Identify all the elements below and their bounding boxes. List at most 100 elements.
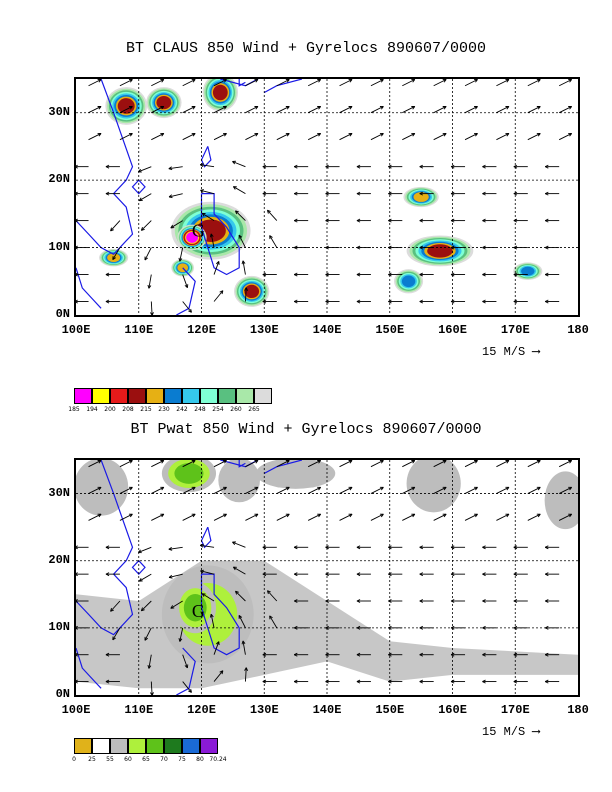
- colorbar-label: 208: [122, 406, 134, 413]
- x-tick-label: 160E: [438, 323, 467, 337]
- wind-vector: [419, 218, 434, 223]
- colorbar-swatch: [254, 388, 272, 404]
- wind-vector: [356, 652, 371, 657]
- wind-vector: [266, 590, 278, 602]
- x-tick-label: 160E: [438, 703, 467, 717]
- wind-vector: [105, 545, 120, 550]
- wind-vector: [144, 247, 152, 261]
- wind-vector: [419, 272, 434, 277]
- wind-vector: [213, 132, 227, 141]
- wind-vector: [88, 486, 102, 494]
- colorbar-swatch: [164, 388, 182, 404]
- wind-vector: [544, 191, 560, 196]
- colorbar-label: 65: [142, 756, 150, 763]
- y-tick-label: 10N: [48, 239, 70, 254]
- wind-vector: [182, 654, 189, 669]
- x-tick-label: 100E: [61, 323, 91, 337]
- colorbar-label: 194: [86, 406, 98, 413]
- wind-vector: [245, 132, 259, 141]
- wind-vector: [356, 272, 371, 277]
- wind-vector: [138, 193, 152, 202]
- wind-vector: [496, 106, 510, 114]
- wind-vector: [388, 599, 403, 603]
- wind-vector: [388, 164, 403, 169]
- wind-vector: [76, 299, 89, 304]
- wind-vector: [137, 546, 152, 554]
- x-tick-label: 180: [567, 323, 589, 337]
- wind-vector: [402, 132, 416, 141]
- wind-vector: [370, 460, 384, 468]
- wind-vector: [168, 573, 183, 579]
- wind-vector: [262, 299, 277, 304]
- shaded-ring: [544, 471, 578, 530]
- shaded-region: [177, 224, 207, 251]
- wind-vector: [544, 272, 560, 277]
- wind-vector: [178, 247, 184, 262]
- wind-vector: [245, 106, 259, 114]
- wind-vector: [76, 572, 89, 577]
- shaded-region: [403, 186, 439, 208]
- wind-vector: [482, 218, 497, 223]
- wind-vector: [496, 79, 510, 87]
- wind-vector: [88, 106, 102, 114]
- wind-vector: [325, 572, 340, 577]
- wind-vector: [419, 572, 434, 577]
- coastline: [131, 560, 146, 575]
- coastline: [76, 267, 102, 309]
- wind-vector: [201, 593, 215, 602]
- colorbar-swatch: [182, 738, 200, 754]
- wind-vector: [151, 132, 165, 141]
- wind-vector: [76, 191, 89, 196]
- gyre-marker: G: [192, 601, 205, 621]
- wind-vector: [182, 79, 196, 87]
- map-canvas: G: [76, 460, 578, 695]
- wind-vector: [307, 513, 322, 521]
- wind-vector: [182, 106, 196, 114]
- wind-vector: [482, 652, 497, 657]
- wind-vector: [213, 486, 227, 494]
- shaded-region: [171, 259, 195, 277]
- wind-vector: [140, 220, 152, 231]
- wind-vector: [419, 299, 434, 304]
- wind-vector: [419, 625, 434, 630]
- colorbar-label: 0: [72, 756, 76, 763]
- y-tick-label: 10N: [48, 619, 70, 634]
- wind-vector: [544, 299, 560, 304]
- wind-vector: [496, 132, 510, 141]
- wind-vector: [558, 513, 573, 521]
- wind-vector: [339, 106, 353, 114]
- coastline: [238, 79, 246, 87]
- wind-vector: [527, 132, 541, 141]
- wind-vector: [235, 590, 246, 602]
- colorbar-label: 230: [158, 406, 170, 413]
- wind-vector: [213, 513, 227, 521]
- wind-vector: [464, 106, 478, 114]
- wind-vector: [238, 234, 246, 248]
- wind-vector: [464, 79, 478, 87]
- wind-vector: [232, 541, 246, 548]
- wind-vector: [245, 460, 259, 468]
- wind-vector: [88, 513, 102, 521]
- map-canvas: G: [76, 79, 578, 315]
- wind-vector: [262, 572, 277, 577]
- wind-vector: [276, 79, 290, 87]
- wind-vector: [339, 486, 353, 494]
- wind-vector: [262, 191, 277, 196]
- wind-vector: [307, 132, 322, 141]
- wind-vector: [137, 166, 152, 173]
- wind-vector: [178, 627, 184, 642]
- wind-vector: [182, 274, 189, 289]
- wind-vector: [513, 572, 528, 577]
- wind-vector: [269, 235, 278, 248]
- y-tick-label: 20N: [48, 552, 70, 567]
- wind-vector: [419, 245, 434, 250]
- wind-vector: [402, 513, 416, 521]
- wind-vector: [527, 106, 541, 114]
- shaded-ring: [117, 98, 135, 114]
- wind-vector: [450, 164, 466, 169]
- wind-vector: [325, 245, 340, 250]
- colorbar-label: 80: [196, 756, 204, 763]
- colorbar-swatch: [92, 388, 110, 404]
- wind-vector: [482, 299, 497, 304]
- wind-vector: [147, 654, 152, 669]
